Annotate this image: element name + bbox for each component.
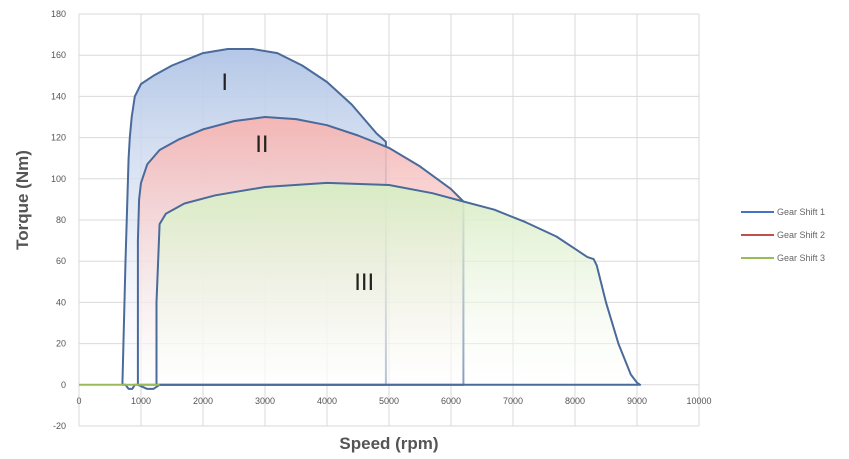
region-label-1: I <box>221 69 228 96</box>
x-tick-label: 2000 <box>193 396 213 406</box>
region-label-2: II <box>255 131 268 158</box>
x-axis-title: Speed (rpm) <box>339 434 438 453</box>
y-tick-label: 20 <box>56 339 66 349</box>
legend-label-3: Gear Shift 3 <box>777 253 825 263</box>
x-tick-label: 9000 <box>627 396 647 406</box>
y-tick-label: 0 <box>61 380 66 390</box>
region-label-3: III <box>354 269 374 296</box>
y-tick-label: 120 <box>51 133 66 143</box>
x-tick-label: 0 <box>76 396 81 406</box>
y-tick-label: 160 <box>51 50 66 60</box>
legend-label-1: Gear Shift 1 <box>777 207 825 217</box>
y-tick-label: 60 <box>56 256 66 266</box>
y-axis-title: Torque (Nm) <box>13 150 32 250</box>
x-tick-label: 5000 <box>379 396 399 406</box>
y-tick-label: 80 <box>56 215 66 225</box>
y-tick-label: 40 <box>56 297 66 307</box>
tick-labels: 0 1000 2000 3000 4000 5000 6000 7000 8000 9000 100… <box>51 9 712 431</box>
x-tick-label: 3000 <box>255 396 275 406</box>
plot-area <box>121 48 642 390</box>
x-tick-label: 6000 <box>441 396 461 406</box>
x-tick-label: 10000 <box>686 396 711 406</box>
legend: Gear Shift 1 Gear Shift 2 Gear Shift 3 <box>741 207 825 263</box>
x-tick-label: 1000 <box>131 396 151 406</box>
y-tick-label: 100 <box>51 174 66 184</box>
x-tick-label: 4000 <box>317 396 337 406</box>
y-tick-label: -20 <box>53 421 66 431</box>
x-tick-label: 8000 <box>565 396 585 406</box>
series-area-3 <box>155 181 642 386</box>
y-tick-label: 140 <box>51 91 66 101</box>
x-tick-label: 7000 <box>503 396 523 406</box>
legend-label-2: Gear Shift 2 <box>777 230 825 240</box>
y-tick-label: 180 <box>51 9 66 19</box>
